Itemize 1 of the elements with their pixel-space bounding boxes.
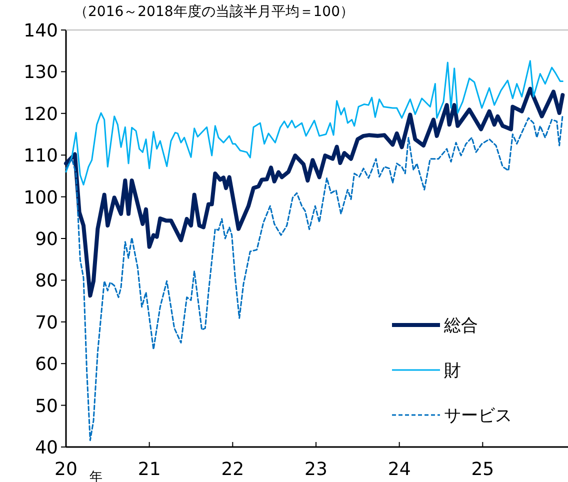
title: （2016～2018年度の当該半月平均＝100） <box>74 4 354 20</box>
